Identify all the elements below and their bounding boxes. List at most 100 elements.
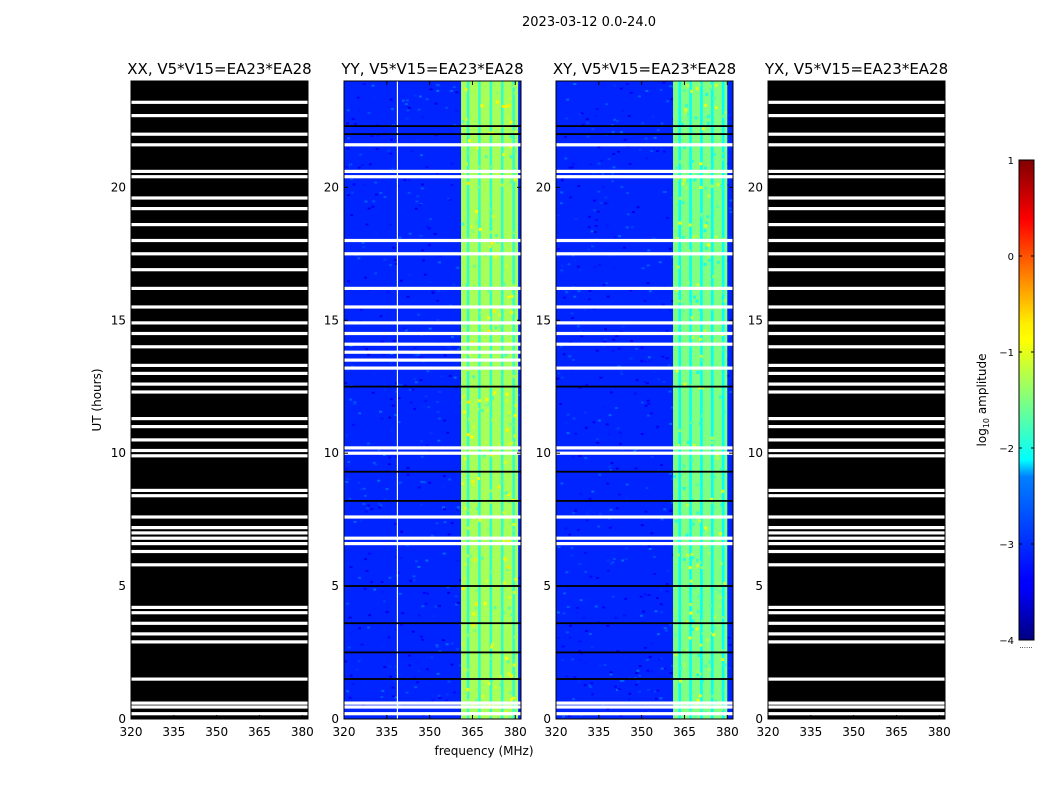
noise-pixel	[619, 679, 623, 682]
band-pixel	[487, 316, 491, 320]
band-pixel	[509, 135, 513, 139]
noise-pixel	[585, 118, 589, 121]
noise-pixel	[670, 146, 674, 149]
flag-line-white	[131, 494, 308, 498]
band-pixel	[707, 258, 711, 262]
panel-title: YY, V5*V15=EA23*EA28	[340, 60, 523, 78]
noise-pixel	[446, 586, 450, 589]
band-pixel	[461, 482, 465, 486]
band-pixel	[696, 670, 700, 674]
noise-pixel	[363, 587, 367, 590]
noise-pixel	[405, 544, 409, 547]
band-pixel	[466, 688, 470, 692]
flag-line-white	[344, 542, 521, 546]
band-pixel	[512, 375, 516, 378]
noise-pixel	[563, 592, 567, 595]
noise-pixel	[560, 376, 564, 379]
noise-pixel	[416, 681, 419, 684]
noise-pixel	[726, 374, 730, 377]
noise-pixel	[441, 639, 445, 642]
noise-pixel	[437, 290, 441, 292]
flag-line-white	[344, 143, 521, 147]
flag-line-white	[131, 114, 308, 118]
noise-pixel	[346, 690, 350, 693]
noise-pixel	[586, 248, 590, 251]
y-tick-label: 5	[755, 579, 763, 593]
noise-pixel	[456, 601, 460, 604]
noise-pixel	[446, 431, 450, 434]
noise-pixel	[568, 355, 572, 358]
noise-pixel	[364, 558, 368, 561]
band-pixel	[706, 115, 710, 119]
band-pixel	[697, 595, 701, 599]
noise-pixel	[633, 450, 637, 453]
noise-pixel	[646, 669, 650, 672]
noise-pixel	[616, 120, 619, 123]
band-pixel	[699, 292, 703, 296]
noise-pixel	[360, 519, 363, 522]
flag-line-white	[768, 390, 945, 394]
noise-pixel	[663, 667, 667, 670]
band-pixel	[508, 422, 512, 426]
band-pixel	[687, 302, 691, 306]
band-pixel	[690, 89, 694, 93]
noise-pixel	[591, 490, 595, 493]
band-pixel	[686, 553, 690, 557]
noise-pixel	[606, 295, 610, 298]
noise-pixel	[561, 587, 565, 590]
band-pixel	[718, 395, 722, 399]
noise-pixel	[447, 680, 451, 683]
noise-pixel	[448, 374, 452, 377]
band-pixel	[677, 538, 681, 542]
noise-pixel	[572, 417, 576, 420]
noise-pixel	[421, 249, 425, 252]
noise-pixel	[346, 477, 350, 480]
band-pixel	[698, 337, 702, 341]
noise-pixel	[447, 197, 451, 200]
noise-pixel	[597, 476, 601, 479]
noise-pixel	[589, 510, 593, 513]
noise-pixel	[610, 652, 613, 655]
band-pixel	[513, 434, 517, 438]
noise-pixel	[659, 88, 663, 91]
flag-line-white	[556, 342, 733, 346]
noise-pixel	[436, 672, 440, 675]
flag-line-black	[344, 622, 521, 625]
noise-pixel	[637, 95, 641, 98]
band-pixel	[475, 220, 479, 224]
noise-pixel	[609, 391, 613, 394]
band-pixel	[504, 353, 508, 357]
noise-pixel	[448, 303, 452, 306]
band-pixel	[711, 105, 715, 109]
flag-line-white	[344, 446, 521, 450]
band-pixel	[682, 89, 686, 92]
band-pixel	[684, 666, 688, 669]
noise-pixel	[590, 230, 594, 233]
noise-pixel	[641, 267, 645, 270]
band-pixel	[696, 283, 700, 287]
band-pixel	[692, 586, 696, 590]
band-pixel	[682, 309, 686, 313]
noise-pixel	[646, 282, 650, 285]
noise-pixel	[347, 646, 351, 649]
noise-pixel	[450, 522, 454, 525]
noise-pixel	[436, 299, 440, 302]
rfi-band	[461, 81, 519, 719]
noise-pixel	[563, 135, 567, 138]
noise-pixel	[363, 158, 367, 161]
noise-pixel	[583, 552, 587, 554]
band-pixel	[463, 457, 467, 461]
band-pixel	[696, 673, 700, 677]
band-pixel	[690, 628, 694, 631]
noise-pixel	[413, 690, 417, 693]
band-pixel	[723, 581, 727, 585]
band-pixel	[700, 703, 704, 707]
noise-pixel	[562, 353, 566, 356]
flag-line-white	[768, 207, 945, 211]
flag-line-white	[131, 438, 308, 442]
band-pixel	[708, 660, 712, 664]
noise-pixel	[630, 340, 634, 342]
noise-pixel	[668, 247, 672, 250]
noise-pixel	[666, 217, 669, 219]
noise-pixel	[405, 158, 409, 161]
